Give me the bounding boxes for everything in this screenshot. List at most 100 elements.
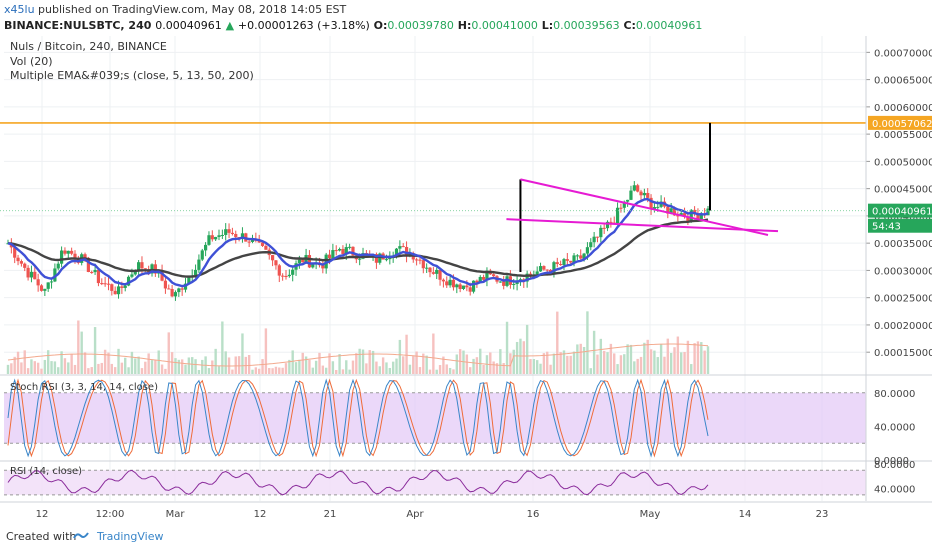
volume-bar [378,366,381,374]
volume-bar [452,369,455,374]
volume-bar [680,352,683,374]
candle-body [548,269,553,273]
price-tick-label: 0.00045000 [874,185,932,196]
volume-bar [140,368,144,374]
candle-body [666,206,670,214]
candle-body [311,264,315,268]
tradingview-brand-link[interactable]: TradingView [97,530,164,543]
volume-bar [639,356,643,374]
volume-bar [278,367,281,374]
volume-bar [442,356,445,374]
candle-body [619,207,623,209]
volume-bar [515,341,519,374]
volume-bar [395,358,398,374]
volume-bar [6,364,10,374]
candle-body [649,197,653,209]
volume-bar [529,359,532,374]
volume-bar [224,351,227,374]
volume-bar [261,359,264,374]
candle-body [177,288,181,293]
candle-body [515,281,519,285]
candle-body [455,284,459,288]
candle-body [307,255,312,268]
candle-body [451,279,456,288]
volume-bar [194,359,197,374]
candle-body [441,279,446,282]
volume-bar [137,356,140,374]
drawing-tools[interactable] [0,122,866,273]
stoch-d-line [7,378,709,458]
volume-bar [596,354,599,374]
volume-bar [502,363,505,374]
volume-bar [160,364,164,374]
price-axis-label-box [868,218,932,233]
time-axis[interactable]: 12 12:00 Mar 12 21 Apr 16 May 14 23 [36,509,829,520]
stoch-tick-label: 80.0000 [874,389,915,400]
volume-bar [535,360,539,374]
volume-bar [579,343,582,374]
time-tick-label: 12 [254,509,267,520]
volume-bar [231,369,234,374]
candle-body [110,284,114,291]
candle-body [130,274,134,277]
candle-body [66,250,70,254]
candle-body [297,259,301,264]
candle-body [351,246,355,256]
price-chart[interactable]: 0.00070000 0.00065000 0.00060000 0.00055000… [0,36,932,522]
candle-body [137,262,141,272]
symbol-label[interactable]: BINANCE:NULSBTC, 240 [4,19,152,32]
volume-bar [448,367,452,374]
candle-body [632,185,636,191]
candle-body [224,229,228,235]
price-tick-label: 0.00015000 [874,348,932,359]
volume-bar [338,354,341,374]
candle-body [609,221,613,223]
volume-bar [569,355,572,374]
time-tick-label: 23 [816,509,829,520]
volume-bar [475,357,479,374]
volume-bar [288,359,291,374]
volume-bar [690,364,693,374]
candle-body [461,285,466,289]
volume-bar [589,368,592,374]
volume-bar [361,349,365,374]
footer-bar: Created with TradingView [0,522,932,550]
candle-body [210,235,214,240]
volume-bar [402,356,405,374]
stoch-tick-label: 40.0000 [874,422,915,433]
candle-body [569,260,573,263]
author-link[interactable]: x45lu [4,3,35,16]
volume-bar [358,348,361,374]
up-arrow-icon: ▲ [225,19,235,32]
volume-bar [284,363,288,374]
volume-bar [100,362,103,374]
candle-body [116,286,121,295]
price-tick-label: 0.00055000 [874,130,932,141]
volume-bar [562,350,566,374]
candle-body [415,259,419,261]
candle-body [264,245,268,250]
candle-body [589,242,593,248]
volume-bar [422,353,425,374]
candle-body [49,281,54,283]
price-tick-label: 0.00035000 [874,239,932,250]
candle-body [197,259,201,270]
candle-body [542,266,546,270]
volume-bar [301,352,304,374]
candle-body [257,240,261,243]
low-label: L: [541,19,554,32]
price-axis[interactable]: 0.00070000 0.00065000 0.00060000 0.00055000… [865,36,932,501]
volume-bar [445,364,448,374]
candle-body [575,255,579,257]
volume-bar [576,344,579,374]
candle-body [435,269,439,274]
price-tick-label: 0.00025000 [874,294,932,305]
candle-body [458,284,462,289]
candle-body [592,236,596,243]
volume-bar [706,346,710,374]
candle-body [699,213,703,220]
candle-body [505,276,509,286]
last-price: 0.00040961 [155,19,222,32]
volume-bar [46,350,50,374]
rsi-tick-label: 80.0000 [874,460,915,471]
